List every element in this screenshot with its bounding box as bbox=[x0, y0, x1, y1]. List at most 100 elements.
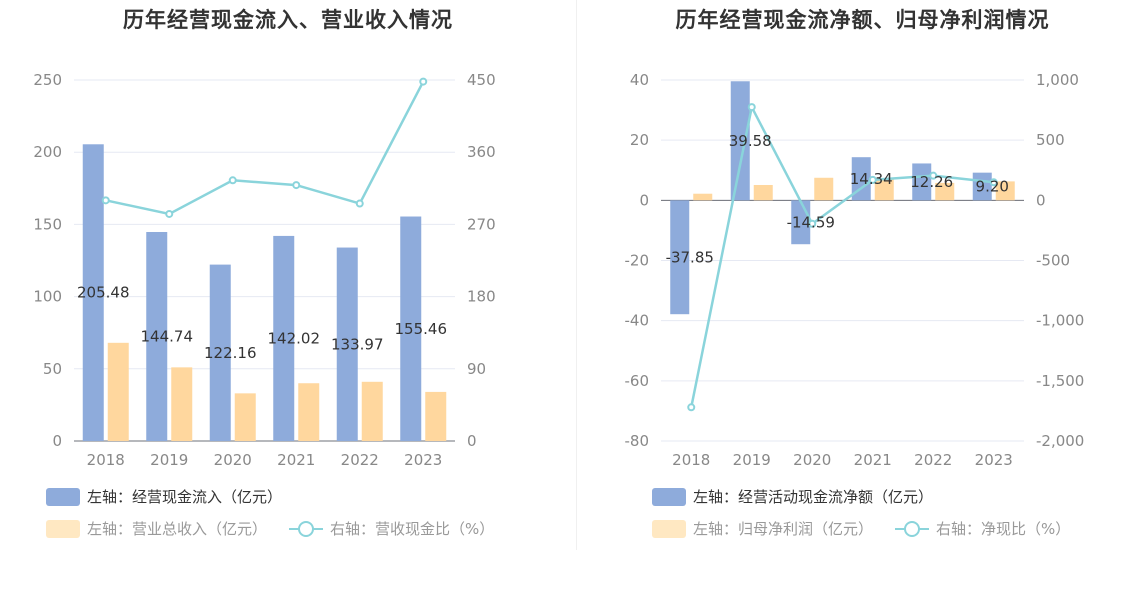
x-tick-label: 2023 bbox=[404, 451, 442, 469]
chart-canvas-right: -80 -60 -40 -20 0 20 40 -2,000 -1,500 -1,000 -500 0… bbox=[625, 71, 1085, 469]
legend-swatch-net-cash-ratio bbox=[895, 520, 930, 538]
ratio-point bbox=[292, 181, 301, 190]
x-tick-label: 2020 bbox=[793, 451, 831, 469]
bar-primary bbox=[209, 264, 231, 441]
ratio-line bbox=[105, 81, 425, 216]
y-left-tick-label: -80 bbox=[625, 432, 650, 450]
panel-divider bbox=[576, 0, 577, 550]
y-left-tick-label: 0 bbox=[52, 432, 62, 450]
chart-canvas-left: 0 50 100 150 200 250 0 90 180 270 360 450 2018 2019 20… bbox=[33, 71, 496, 469]
bar-secondary bbox=[814, 177, 834, 201]
bar-primary bbox=[670, 200, 690, 315]
legend-item-net-profit[interactable]: 左轴：归母净利润（亿元） bbox=[652, 518, 873, 539]
legend-item-net-cash-ratio[interactable]: 右轴：净现比（%） bbox=[895, 518, 1070, 539]
ratio-point bbox=[165, 209, 174, 218]
y-right-tick-label: 360 bbox=[467, 143, 496, 161]
y-right-tick-label: -500 bbox=[1036, 252, 1070, 270]
legend-item-revenue[interactable]: 左轴：营业总收入（亿元） bbox=[46, 518, 267, 539]
bar-secondary bbox=[425, 391, 447, 441]
ratio-point bbox=[228, 176, 237, 185]
bar-primary bbox=[336, 247, 358, 441]
chart-title-right: 历年经营现金流净额、归母净利润情况 bbox=[675, 8, 1050, 32]
ratio-point bbox=[101, 196, 110, 205]
legend-label-cash-ratio: 右轴：营收现金比（%） bbox=[330, 520, 495, 538]
bar-secondary bbox=[107, 342, 129, 441]
bar-primary bbox=[730, 81, 750, 201]
y-left-tick-label: 0 bbox=[639, 191, 649, 209]
ratio-point bbox=[687, 403, 696, 412]
ratio-point bbox=[747, 103, 756, 112]
y-right-tick-label: 90 bbox=[467, 360, 486, 378]
bar-data-label: 39.58 bbox=[729, 132, 772, 150]
y-right-tick-label: 270 bbox=[467, 215, 496, 233]
bar-data-label: -14.59 bbox=[787, 213, 835, 231]
y-right-tick-label: 1,000 bbox=[1036, 71, 1079, 89]
legend-swatch-cash-inflow bbox=[46, 487, 80, 506]
y-left-tick-label: 100 bbox=[33, 288, 62, 306]
ratio-point bbox=[355, 199, 364, 208]
y-right-tick-label: 450 bbox=[467, 71, 496, 89]
y-left-tick-label: 20 bbox=[630, 131, 649, 149]
bar-primary bbox=[851, 157, 871, 201]
chart-panel-right: 历年经营现金流净额、归母净利润情况 -80 -60 -40 -20 0 20 40 -2,00… bbox=[577, 0, 1148, 589]
bar-primary bbox=[146, 231, 168, 441]
legend-label-net-cash-ratio: 右轴：净现比（%） bbox=[936, 520, 1071, 538]
y-right-tick-label: -2,000 bbox=[1036, 432, 1084, 450]
bar-primary bbox=[273, 235, 295, 441]
y-left-tick-label: 50 bbox=[43, 360, 62, 378]
y-left-tick-label: -20 bbox=[625, 252, 650, 270]
legend-right-row1: 左轴：经营活动现金流净额（亿元） bbox=[652, 486, 955, 507]
y-right-tick-label: 0 bbox=[1036, 191, 1046, 209]
ratio-point bbox=[868, 175, 877, 184]
bar-secondary bbox=[298, 383, 320, 441]
legend-swatch-revenue bbox=[46, 519, 80, 538]
bar-data-label: 12.26 bbox=[910, 173, 953, 191]
bar-secondary bbox=[234, 393, 256, 441]
bar-primary bbox=[400, 216, 422, 441]
bar-data-label: 133.97 bbox=[331, 335, 384, 353]
bar-data-label: 9.20 bbox=[976, 177, 1009, 195]
legend-item-cash-inflow[interactable]: 左轴：经营现金流入（亿元） bbox=[46, 486, 282, 507]
legend-label-net-profit: 左轴：归母净利润（亿元） bbox=[693, 520, 874, 538]
bar-primary bbox=[82, 144, 104, 442]
legend-item-cash-ratio[interactable]: 右轴：营收现金比（%） bbox=[289, 518, 494, 539]
x-tick-label: 2019 bbox=[150, 451, 188, 469]
x-tick-label: 2022 bbox=[341, 451, 379, 469]
bar-secondary bbox=[171, 367, 193, 441]
bar-data-label: 144.74 bbox=[141, 327, 194, 345]
legend-swatch-net-cash-flow bbox=[652, 487, 686, 506]
legend-left-row2: 左轴：营业总收入（亿元） 右轴：营收现金比（%） bbox=[46, 518, 516, 539]
ratio-line bbox=[690, 103, 994, 408]
x-tick-label: 2018 bbox=[672, 451, 710, 469]
bar-data-label: 155.46 bbox=[395, 320, 448, 338]
y-left-tick-label: -60 bbox=[625, 372, 650, 390]
y-right-tick-label: 180 bbox=[467, 288, 496, 306]
y-right-tick-label: 500 bbox=[1036, 131, 1065, 149]
ratio-point bbox=[419, 77, 428, 86]
x-tick-label: 2020 bbox=[214, 451, 252, 469]
y-left-tick-label: 150 bbox=[33, 215, 62, 233]
bar-secondary bbox=[935, 182, 955, 201]
x-tick-label: 2019 bbox=[733, 451, 771, 469]
bar-secondary bbox=[874, 179, 894, 201]
bar-data-label: 14.34 bbox=[850, 170, 893, 188]
legend-swatch-cash-ratio bbox=[289, 520, 324, 538]
y-left-tick-label: -40 bbox=[625, 312, 650, 330]
y-left-tick-label: 200 bbox=[33, 143, 62, 161]
x-tick-label: 2018 bbox=[87, 451, 125, 469]
legend-label-net-cash-flow: 左轴：经营活动现金流净额（亿元） bbox=[693, 488, 934, 506]
legend-item-net-cash-flow[interactable]: 左轴：经营活动现金流净额（亿元） bbox=[652, 486, 933, 507]
legend-label-cash-inflow: 左轴：经营现金流入（亿元） bbox=[87, 488, 283, 506]
y-left-tick-label: 40 bbox=[630, 71, 649, 89]
bar-secondary bbox=[753, 184, 773, 201]
ratio-point bbox=[929, 171, 938, 180]
ratio-point bbox=[989, 178, 998, 187]
bar-data-label: 205.48 bbox=[77, 284, 130, 302]
ratio-point bbox=[808, 219, 817, 228]
chart-title-left: 历年经营现金流入、营业收入情况 bbox=[123, 8, 453, 32]
y-right-tick-label: -1,000 bbox=[1036, 312, 1084, 330]
bar-secondary bbox=[995, 181, 1015, 201]
y-right-tick-label: -1,500 bbox=[1036, 372, 1084, 390]
x-tick-label: 2023 bbox=[975, 451, 1013, 469]
bar-secondary bbox=[361, 381, 383, 441]
